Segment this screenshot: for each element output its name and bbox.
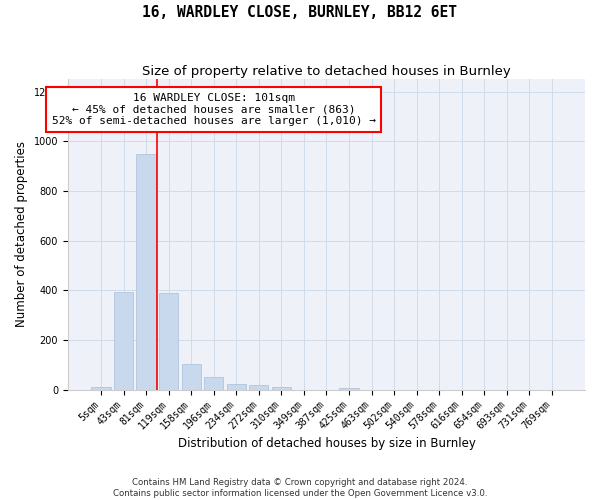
Bar xyxy=(204,377,223,390)
Bar xyxy=(272,387,291,390)
Y-axis label: Number of detached properties: Number of detached properties xyxy=(15,142,28,328)
Bar xyxy=(114,292,133,390)
Bar xyxy=(91,387,110,390)
Bar xyxy=(182,364,201,390)
Bar xyxy=(249,386,268,390)
Bar xyxy=(136,154,155,390)
Bar xyxy=(340,388,359,390)
Title: Size of property relative to detached houses in Burnley: Size of property relative to detached ho… xyxy=(142,65,511,78)
Text: 16 WARDLEY CLOSE: 101sqm
← 45% of detached houses are smaller (863)
52% of semi-: 16 WARDLEY CLOSE: 101sqm ← 45% of detach… xyxy=(52,93,376,126)
Text: Contains HM Land Registry data © Crown copyright and database right 2024.
Contai: Contains HM Land Registry data © Crown c… xyxy=(113,478,487,498)
Bar xyxy=(227,384,246,390)
X-axis label: Distribution of detached houses by size in Burnley: Distribution of detached houses by size … xyxy=(178,437,475,450)
Text: 16, WARDLEY CLOSE, BURNLEY, BB12 6ET: 16, WARDLEY CLOSE, BURNLEY, BB12 6ET xyxy=(143,5,458,20)
Bar xyxy=(159,293,178,390)
